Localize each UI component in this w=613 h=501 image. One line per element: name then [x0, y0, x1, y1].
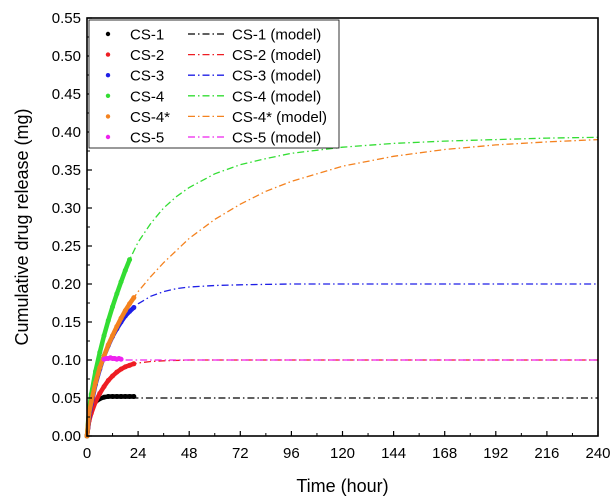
data-point-cs-4: [118, 279, 124, 285]
data-point-cs-4: [110, 304, 116, 310]
data-point-cs-4: [127, 257, 133, 263]
series-layer: [84, 136, 599, 439]
data-point-cs-1: [110, 393, 116, 399]
x-tick-label: 192: [483, 445, 508, 462]
x-tick-label: 24: [130, 445, 147, 462]
x-tick-label: 240: [585, 445, 610, 462]
legend-model-label-cs-3: CS-3 (model): [232, 68, 321, 85]
data-point-cs-4: [105, 342, 111, 348]
x-tick-label: 168: [432, 445, 457, 462]
x-tick-label: 216: [534, 445, 559, 462]
legend-label-cs-5: CS-5: [130, 130, 164, 147]
legend-marker-cs-1: [105, 31, 111, 37]
x-tick-label: 144: [381, 445, 406, 462]
y-tick-label: 0.45: [52, 86, 81, 103]
data-point-cs-1: [122, 393, 128, 399]
data-point-cs-4: [97, 365, 103, 371]
data-point-cs-2: [114, 369, 120, 375]
data-point-cs-4: [101, 333, 107, 339]
legend-model-label-cs-5: CS-5 (model): [232, 130, 321, 147]
y-tick-label: 0.10: [52, 352, 81, 369]
data-point-cs-4: [105, 317, 111, 323]
x-tick-label: 0: [83, 445, 91, 462]
data-point-cs-4: [86, 410, 92, 416]
x-tick-label: 72: [232, 445, 249, 462]
legend-model-label-cs-2: CS-2 (model): [232, 47, 321, 64]
data-point-cs-4: [114, 291, 120, 297]
data-point-cs-4: [122, 308, 128, 314]
data-point-cs-2: [101, 384, 107, 390]
y-tick-label: 0.30: [52, 200, 81, 217]
legend-marker-cs-2: [105, 52, 111, 57]
data-point-cs-4: [88, 399, 94, 405]
data-point-cs-4: [93, 380, 99, 386]
data-point-cs-1: [101, 394, 107, 400]
legend-label-cs-2: CS-2: [130, 47, 164, 64]
data-point-cs-4: [122, 267, 128, 273]
y-tick-label: 0.55: [52, 10, 81, 27]
data-point-cs-4: [127, 301, 133, 307]
data-point-cs-4: [118, 315, 124, 321]
data-point-cs-1: [114, 393, 120, 399]
data-point-cs-3: [131, 305, 137, 311]
legend: CS-1 CS-1 (model) CS-2 CS-2 (model) CS-3 CS-3…: [88, 19, 340, 149]
data-point-cs-2: [105, 378, 111, 384]
axes-layer: 0 24 48 72 96 120 144 168 192 216 240 0.00 0.05 0.10 0…: [52, 10, 611, 462]
data-point-cs-4: [97, 349, 103, 355]
y-tick-label: 0.35: [52, 162, 81, 179]
x-tick-label: 120: [330, 445, 355, 462]
legend-box: [88, 19, 340, 149]
x-tick-label: 48: [181, 445, 198, 462]
data-point-cs-2: [118, 366, 124, 372]
legend-label-cs-4: CS-4: [130, 88, 164, 105]
legend-model-label-cs-1: CS-1 (model): [232, 27, 321, 44]
legend-model-label-cs-4: CS-4 (model): [232, 88, 321, 105]
legend-model-label-cs-4: CS-4* (model): [232, 109, 327, 126]
data-point-cs-2: [131, 361, 137, 367]
data-point-cs-2: [110, 373, 116, 379]
model-line-cs-4: [86, 136, 599, 437]
data-point-cs-4: [131, 295, 137, 301]
legend-marker-cs-5: [105, 134, 111, 140]
y-tick-label: 0.50: [52, 48, 81, 65]
y-tick-label: 0.15: [52, 314, 81, 331]
model-line-cs-1: [86, 397, 598, 437]
data-point-cs-1: [131, 393, 137, 399]
legend-marker-cs-3: [105, 73, 111, 78]
data-point-cs-5: [118, 356, 124, 362]
y-tick-label: 0.20: [52, 276, 81, 293]
legend-label-cs-4: CS-4*: [130, 109, 170, 126]
y-tick-label: 0.00: [52, 428, 81, 445]
model-line-cs-4: [86, 138, 599, 437]
data-point-cs-2: [97, 390, 103, 396]
data-point-cs-3: [127, 308, 133, 314]
legend-label-cs-1: CS-1: [130, 27, 164, 44]
data-point-cs-4: [110, 333, 116, 339]
data-point-cs-4: [114, 324, 120, 330]
data-point-cs-1: [105, 393, 111, 399]
legend-label-cs-3: CS-3: [130, 68, 164, 85]
x-axis-label: Time (hour): [296, 476, 388, 496]
y-tick-label: 0.40: [52, 124, 81, 141]
y-tick-label: 0.05: [52, 390, 81, 407]
data-point-cs-2: [122, 364, 128, 370]
data-point-cs-1: [127, 393, 133, 399]
y-tick-label: 0.25: [52, 238, 81, 255]
legend-marker-cs-4: [105, 114, 111, 119]
x-tick-label: 96: [283, 445, 300, 462]
data-point-cs-1: [118, 393, 124, 399]
data-point-cs-2: [127, 362, 133, 368]
legend-marker-cs-4: [105, 93, 111, 99]
y-axis-label: Cumulative drug release (mg): [12, 108, 32, 345]
